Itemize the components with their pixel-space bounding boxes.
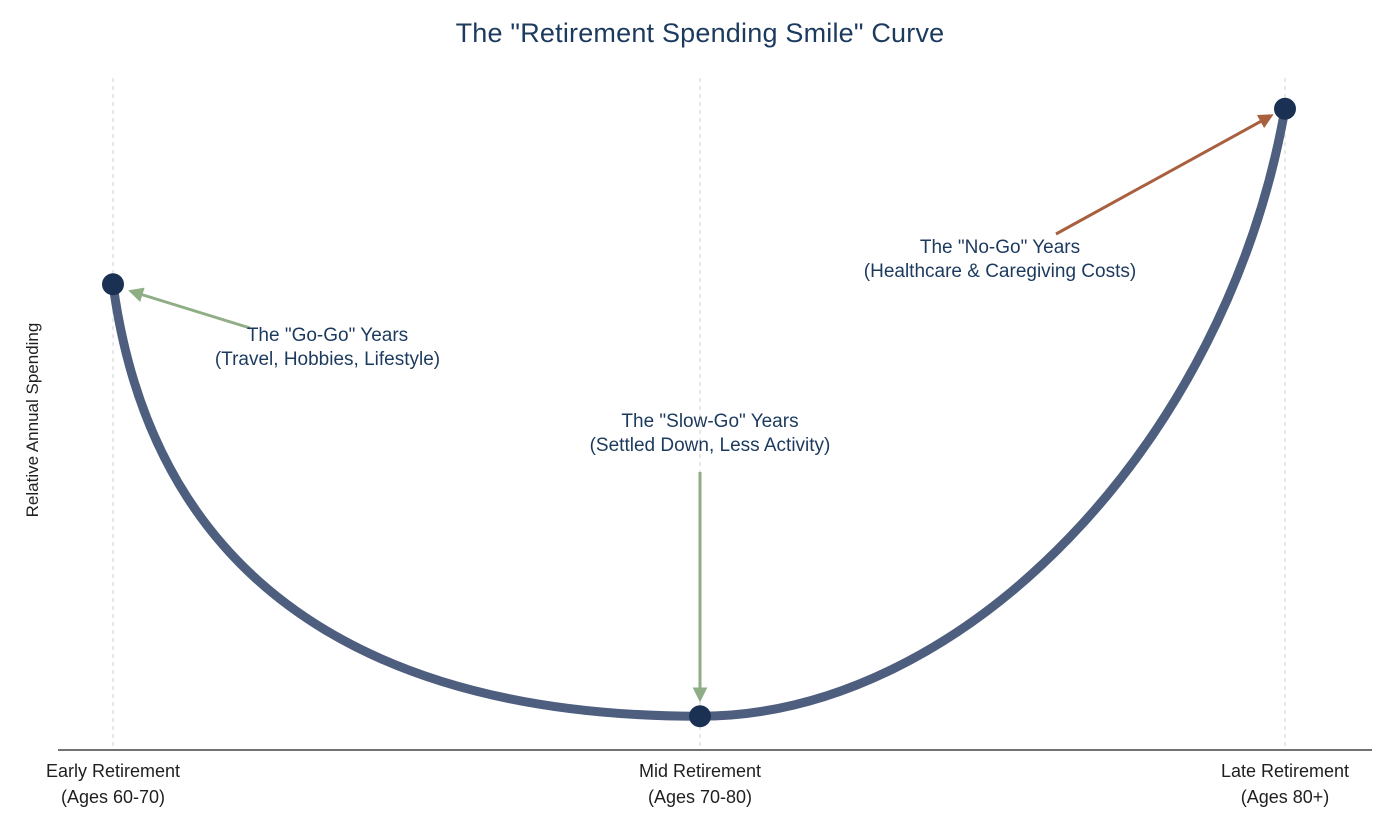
tick-label-line: Mid Retirement [638, 761, 762, 781]
x-tick-early-retirement: Early Retirement (Ages 60-70) [5, 758, 221, 810]
annotation-subtitle-line: (Settled Down, Less Activity) [589, 435, 831, 456]
x-tick-mid-retirement: Mid Retirement (Ages 70-80) [592, 758, 808, 810]
annotation-no-go-years: The "No-Go" Years (Healthcare & Caregivi… [825, 236, 1175, 284]
chart-title: The "Retirement Spending Smile" Curve [455, 18, 945, 48]
x-tick-late-retirement: Late Retirement (Ages 80+) [1177, 758, 1393, 810]
tick-label-line: (Ages 80+) [1240, 787, 1330, 807]
annotation-subtitle-line: (Travel, Hobbies, Lifestyle) [214, 349, 441, 370]
annotation-title-line: The "Go-Go" Years [246, 325, 409, 346]
tick-label-line: (Ages 60-70) [60, 787, 166, 807]
annotation-subtitle-line: (Healthcare & Caregiving Costs) [863, 261, 1137, 282]
annotation-slow-go-years: The "Slow-Go" Years (Settled Down, Less … [565, 410, 855, 458]
annotation-title-line: The "No-Go" Years [919, 237, 1081, 258]
tick-label-line: (Ages 70-80) [647, 787, 753, 807]
tick-label-line: Late Retirement [1220, 761, 1350, 781]
annotation-go-go-years: The "Go-Go" Years (Travel, Hobbies, Life… [205, 324, 450, 372]
annotation-title-line: The "Slow-Go" Years [621, 411, 799, 432]
tick-label-line: Early Retirement [45, 761, 181, 781]
